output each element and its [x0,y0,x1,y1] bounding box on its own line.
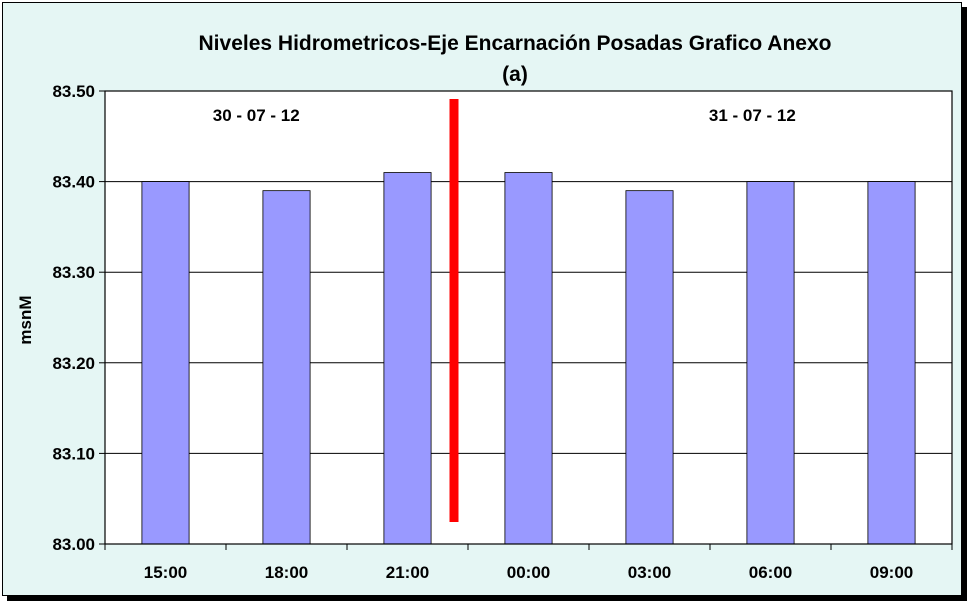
y-tick-label: 83.50 [52,82,95,101]
x-tick-label: 09:00 [870,563,913,582]
y-tick-label: 83.10 [52,444,95,463]
x-tick-label: 00:00 [507,563,550,582]
x-tick-label: 03:00 [628,563,671,582]
x-tick-label: 06:00 [749,563,792,582]
date-label-right: 31 - 07 - 12 [709,106,796,125]
y-tick-label: 83.30 [52,263,95,282]
bar [383,172,432,545]
bar [141,181,190,545]
y-tick-label: 83.40 [52,173,95,192]
y-tick-label: 83.20 [52,354,95,373]
bar [625,190,674,545]
x-tick-label: 21:00 [386,563,429,582]
plot-border [104,90,953,545]
chart-frame: Niveles Hidrometricos-Eje Encarnación Po… [2,2,962,596]
chart-svg: Niveles Hidrometricos-Eje Encarnación Po… [16,32,953,582]
date-label-left: 30 - 07 - 12 [213,106,300,125]
chart-subtitle: (a) [502,63,528,86]
x-tick-label: 15:00 [144,563,187,582]
plot-area: 83.00 83.10 83.20 83.30 83.40 83.50 15:00 18:00… [52,82,953,582]
chart-title: Niveles Hidrometricos-Eje Encarnación Po… [199,32,832,55]
bar [867,181,916,545]
bar [746,181,795,545]
y-axis-label: msnM [16,295,35,344]
y-tick-label: 83.00 [52,535,95,554]
bar [504,172,553,545]
bar [262,190,311,545]
x-tick-label: 18:00 [265,563,308,582]
